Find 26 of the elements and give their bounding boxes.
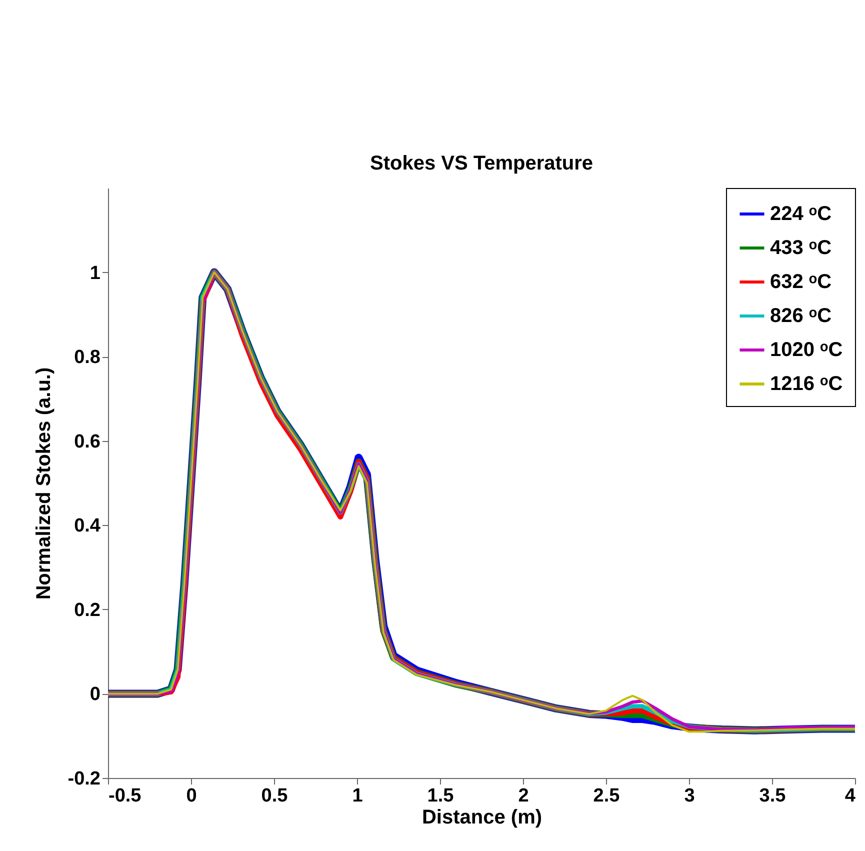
x-tick-label: -0.5 (108, 786, 142, 806)
chart-title: Stokes VS Temperature (370, 152, 594, 174)
legend-label: 433 ᵒC (770, 237, 832, 259)
x-tick-label: 1 (352, 786, 364, 806)
y-tick-label: 0.4 (74, 516, 101, 537)
y-tick-label: 0 (90, 684, 100, 706)
y-tick-label: 0.6 (74, 431, 100, 452)
x-tick-label: 2.5 (593, 786, 620, 806)
y-tick-label: -0.2 (68, 768, 100, 790)
y-tick-label: 1 (90, 262, 101, 284)
x-tick-label: 2 (518, 786, 529, 806)
x-tick-label: 1.5 (427, 786, 454, 806)
x-tick-label: 3.5 (759, 786, 786, 806)
x-tick-label: 3 (684, 786, 695, 806)
y-tick-label: 0.8 (74, 347, 100, 368)
legend-label: 826 ᵒC (770, 305, 832, 327)
legend-label: 632 ᵒC (770, 271, 832, 293)
x-axis-title: Distance (m) (422, 806, 542, 828)
x-tick-label: 0.5 (261, 786, 288, 806)
legend-label: 1020 ᵒC (770, 339, 843, 361)
legend-label: 1216 ᵒC (770, 373, 843, 395)
x-tick-label: 4 (844, 786, 856, 806)
x-tick-label: 0 (186, 786, 197, 806)
legend-label: 224 ᵒC (770, 203, 832, 225)
y-axis-title: Normalized Stokes (a.u.) (32, 367, 55, 600)
y-tick-label: 0.2 (74, 600, 100, 621)
